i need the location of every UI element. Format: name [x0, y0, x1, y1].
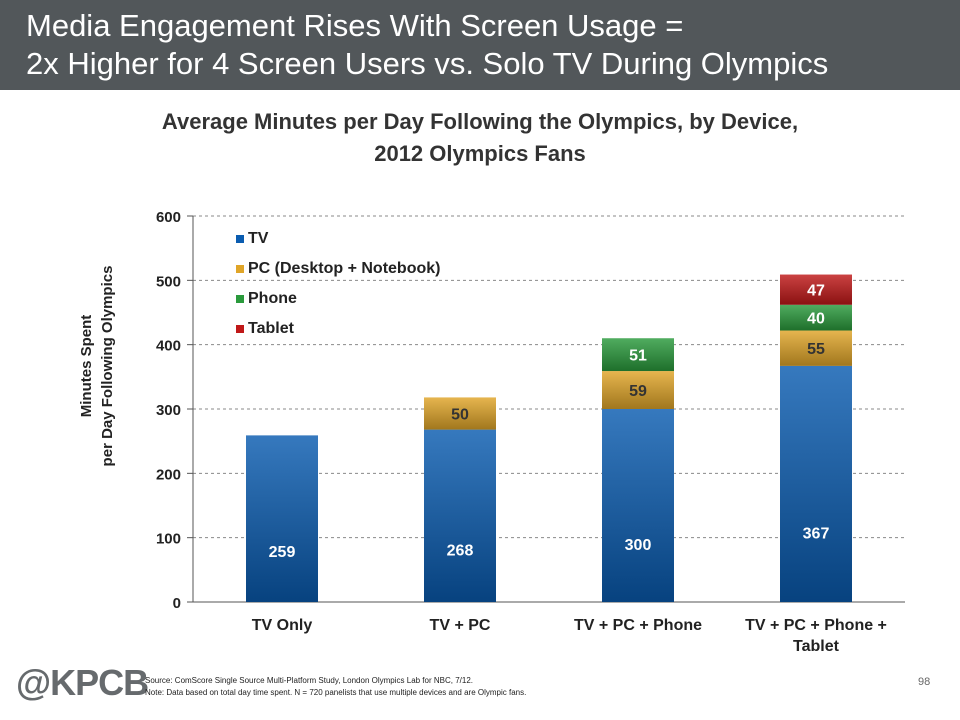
legend-label: TV — [248, 230, 269, 247]
footnote: Note: Data based on total day time spent… — [145, 688, 527, 697]
data-label: 268 — [447, 542, 474, 559]
data-label: 59 — [629, 383, 647, 400]
bar-segment — [780, 274, 852, 305]
bar-segment — [246, 435, 318, 602]
legend-label: Tablet — [248, 320, 295, 337]
y-tick-label: 100 — [156, 531, 181, 548]
data-label: 47 — [807, 283, 825, 300]
chart-title: Average Minutes per Day Following the Ol… — [161, 109, 799, 134]
y-axis-label-line-2: per Day Following Olympics — [99, 266, 116, 467]
data-label: 40 — [807, 311, 825, 328]
y-tick-label: 200 — [156, 466, 181, 483]
legend-label: PC (Desktop + Notebook) — [248, 260, 440, 277]
title-banner: Media Engagement Rises With Screen Usage… — [0, 0, 960, 90]
legend-swatch — [236, 235, 244, 243]
page-number: 98 — [918, 676, 931, 688]
x-tick-label: TV Only — [252, 617, 313, 634]
y-axis-label-line-1: Minutes Spent — [78, 315, 95, 418]
legend-label: Phone — [248, 290, 297, 307]
data-label: 50 — [451, 407, 469, 424]
y-tick-label: 300 — [156, 402, 181, 419]
data-label: 51 — [629, 348, 647, 365]
bar-segment — [780, 330, 852, 366]
data-label: 55 — [807, 341, 825, 358]
legend-swatch — [236, 265, 244, 273]
x-tick-label: TV + PC — [430, 617, 491, 634]
x-tick-label: TV + PC + Phone + — [745, 617, 887, 634]
bar-segment — [602, 409, 674, 602]
bar-segment — [602, 338, 674, 372]
legend-swatch — [236, 325, 244, 333]
y-tick-label: 400 — [156, 338, 181, 355]
y-tick-label: 0 — [173, 595, 181, 612]
bar-segment — [780, 365, 852, 602]
legend-swatch — [236, 295, 244, 303]
y-tick-label: 600 — [156, 209, 181, 226]
data-label: 259 — [269, 544, 296, 561]
slide-title-line-1: Media Engagement Rises With Screen Usage… — [26, 8, 684, 43]
kpcb-logo: @KPCB — [16, 662, 149, 703]
data-label: 300 — [625, 537, 652, 554]
source-note: Source: ComScore Single Source Multi-Pla… — [145, 676, 473, 685]
x-tick-label: TV + PC + Phone — [574, 617, 702, 634]
y-tick-label: 500 — [156, 273, 181, 290]
bar-segment — [424, 429, 496, 602]
chart-subtitle: 2012 Olympics Fans — [374, 141, 586, 166]
data-label: 367 — [803, 525, 830, 542]
slide-title-line-2: 2x Higher for 4 Screen Users vs. Solo TV… — [26, 46, 829, 81]
bar-segment — [602, 371, 674, 409]
bar-segment — [780, 304, 852, 331]
bar-segment — [424, 397, 496, 430]
x-tick-label: Tablet — [793, 638, 840, 655]
